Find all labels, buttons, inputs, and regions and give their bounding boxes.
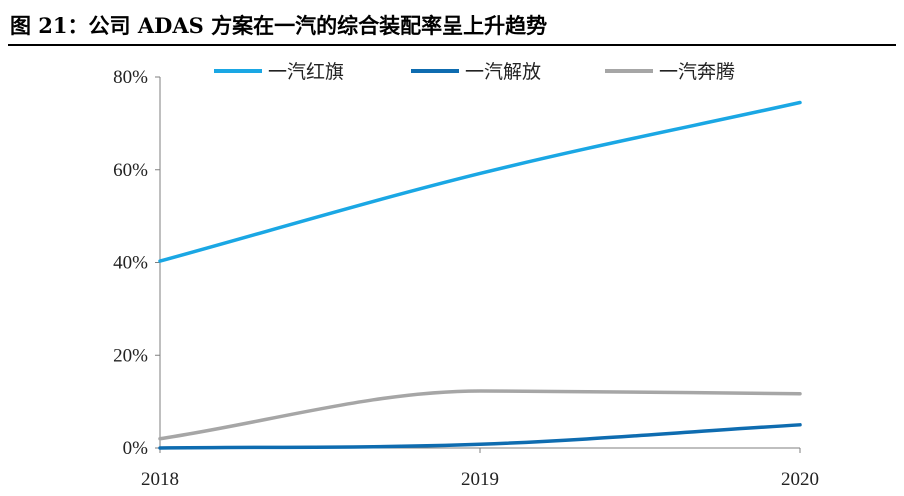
x-tick-label: 2018 — [141, 469, 179, 490]
legend-label-3: 一汽奔腾 — [659, 61, 735, 83]
y-tick-label: 80% — [113, 67, 148, 88]
x-tick-label: 2020 — [781, 469, 819, 490]
x-tick-label: 2019 — [461, 469, 499, 490]
title-rule — [8, 44, 896, 46]
series-line-3 — [158, 389, 802, 441]
y-tick-label: 0% — [123, 438, 149, 459]
series-line-1 — [158, 100, 802, 263]
series-line-2 — [158, 423, 802, 450]
y-tick-label: 20% — [113, 345, 148, 366]
figure-title: 图 21：公司 ADAS 方案在一汽的综合装配率呈上升趋势 — [10, 13, 548, 38]
legend-label-1: 一汽红旗 — [268, 61, 344, 83]
y-tick-label: 40% — [113, 253, 148, 274]
y-tick-label: 60% — [113, 160, 148, 181]
legend-label-2: 一汽解放 — [465, 61, 541, 83]
